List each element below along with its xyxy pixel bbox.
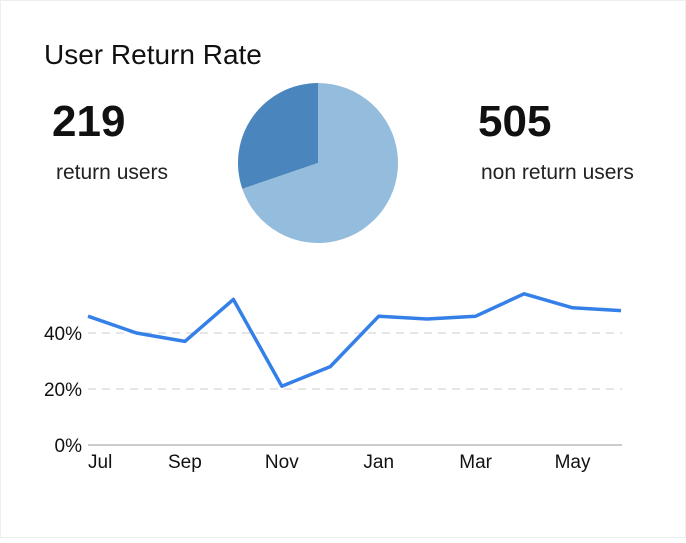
y-tick-label: 0% <box>55 436 83 457</box>
x-tick-label: Jul <box>88 452 112 473</box>
y-tick-label: 20% <box>44 380 82 401</box>
pie-slice <box>238 83 318 189</box>
line-series <box>87 292 622 388</box>
y-tick-label: 40% <box>44 324 82 345</box>
x-tick-label: Jan <box>363 452 394 473</box>
x-tick-label: Sep <box>168 452 202 473</box>
stat-value: 219 <box>52 97 125 146</box>
widget-title: User Return Rate <box>44 39 262 70</box>
x-tick-label: Mar <box>459 452 492 473</box>
pie-slice <box>242 83 398 244</box>
x-tick-label: Nov <box>265 452 299 473</box>
stat-label: non return users <box>481 161 634 184</box>
x-tick-label: May <box>555 452 591 473</box>
stat-value: 505 <box>478 97 551 146</box>
stat-label: return users <box>56 161 168 184</box>
